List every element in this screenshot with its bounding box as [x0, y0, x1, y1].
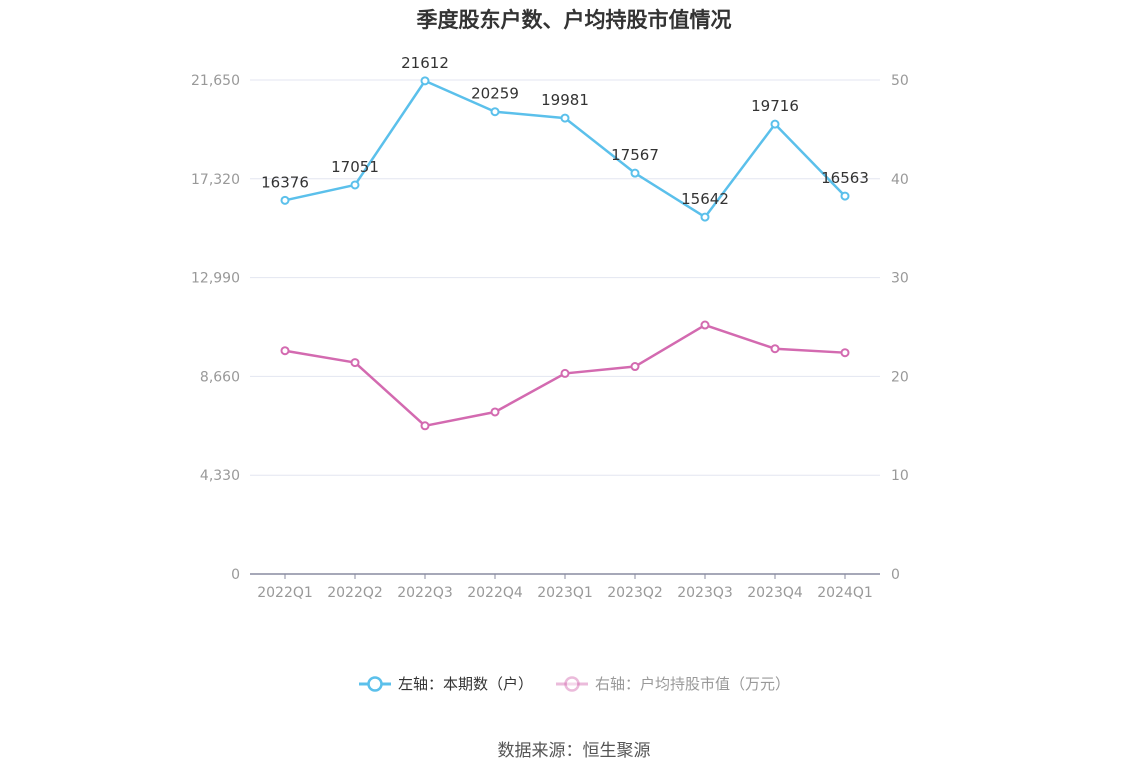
- data-label: 19981: [541, 91, 589, 109]
- legend-marker-right: [556, 675, 588, 692]
- left-axis-tick-label: 17,320: [191, 172, 240, 188]
- series-point: [700, 212, 710, 222]
- legend-label-left: 左轴：本期数（户）: [397, 675, 533, 693]
- x-axis-tick-label: 2023Q2: [607, 585, 663, 601]
- series-point: [350, 358, 360, 368]
- x-axis-tick-label: 2023Q1: [537, 585, 593, 601]
- series-point: [560, 368, 570, 378]
- line-chart: 0 0 4,330 10 8,660 20 12,990 30 17,320 40 21,650 50…: [191, 54, 909, 601]
- series-point: [420, 421, 430, 431]
- axes: 0 0 4,330 10 8,660 20 12,990 30 17,320 40 21,650 50…: [191, 73, 909, 601]
- left-axis-tick-label: 8,660: [200, 369, 240, 385]
- right-axis-tick-label: 20: [891, 369, 909, 385]
- legend: 左轴：本期数（户） 右轴：户均持股市值（万元）: [0, 673, 1148, 694]
- data-label: 16563: [821, 169, 869, 187]
- legend-label-right: 右轴：户均持股市值（万元）: [595, 675, 791, 693]
- series-point: [490, 407, 500, 417]
- x-axis-tick-label: 2024Q1: [817, 585, 873, 601]
- left-axis-tick-label: 0: [231, 567, 240, 583]
- series-point: [770, 344, 780, 354]
- data-label: 21612: [401, 54, 449, 72]
- right-axis-tick-label: 30: [891, 271, 909, 287]
- series-point: [280, 195, 290, 205]
- series-point: [280, 346, 290, 356]
- series-point: [840, 191, 850, 201]
- right-axis-tick-label: 50: [891, 73, 909, 89]
- series: [280, 76, 850, 431]
- left-axis-tick-label: 21,650: [191, 73, 240, 89]
- left-axis-tick-label: 12,990: [191, 271, 240, 287]
- grid-lines: [250, 79, 880, 476]
- series-point: [490, 107, 500, 117]
- right-axis-tick-label: 40: [891, 172, 909, 188]
- data-labels: 16376 17051 21612 20259 19981 17567 15642 19716…: [261, 54, 869, 208]
- right-axis-tick-label: 10: [891, 468, 909, 484]
- x-axis-tick-label: 2022Q3: [397, 585, 453, 601]
- series-point: [770, 119, 780, 129]
- series-point: [350, 180, 360, 190]
- legend-item-left[interactable]: 左轴：本期数（户）: [358, 673, 533, 694]
- chart-title: 季度股东户数、户均持股市值情况: [416, 8, 732, 32]
- series-point: [700, 320, 710, 330]
- data-label: 17567: [611, 146, 659, 164]
- series-point: [630, 168, 640, 178]
- series-point: [420, 76, 430, 86]
- right-axis-tick-label: 0: [891, 567, 900, 583]
- x-axis-tick-label: 2022Q4: [467, 585, 523, 601]
- data-label: 16376: [261, 173, 309, 191]
- series-point: [630, 362, 640, 372]
- source-note: 数据来源：恒生聚源: [497, 741, 651, 761]
- data-label: 19716: [751, 97, 799, 115]
- data-label: 17051: [331, 158, 379, 176]
- series-point: [840, 348, 850, 358]
- x-axis-tick-label: 2022Q1: [257, 585, 313, 601]
- x-axis-tick-label: 2023Q3: [677, 585, 733, 601]
- legend-item-right[interactable]: 右轴：户均持股市值（万元）: [555, 673, 790, 694]
- x-axis-tick-label: 2023Q4: [747, 585, 803, 601]
- series-point: [560, 113, 570, 123]
- left-axis-tick-label: 4,330: [200, 468, 240, 484]
- legend-marker-left: [358, 675, 391, 692]
- data-label: 20259: [471, 85, 519, 103]
- x-axis-tick-label: 2022Q2: [327, 585, 383, 601]
- data-label: 15642: [681, 190, 729, 208]
